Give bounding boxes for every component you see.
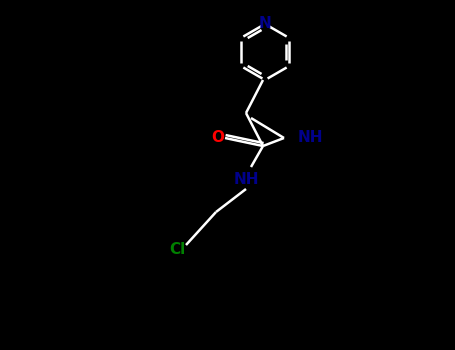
Text: Cl: Cl [169,241,185,257]
Text: NH: NH [298,131,324,146]
Text: N: N [258,16,271,32]
Text: NH: NH [233,172,259,187]
Text: O: O [212,131,224,146]
